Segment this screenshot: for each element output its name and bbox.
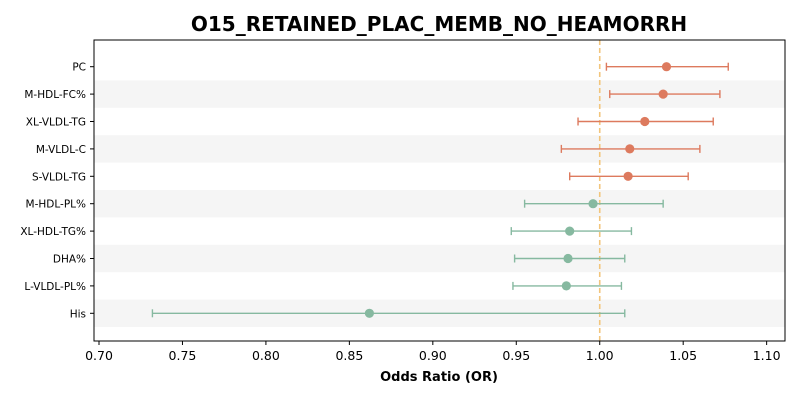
y-tick-label: His xyxy=(70,308,86,320)
y-tick-label: PC xyxy=(72,62,86,74)
point-estimate xyxy=(625,144,635,154)
row-band xyxy=(94,244,785,273)
point-estimate xyxy=(623,171,633,181)
x-tick-label: 0.70 xyxy=(85,348,113,363)
point-estimate xyxy=(658,89,668,99)
chart-title: O15_RETAINED_PLAC_MEMB_NO_HEAMORRH xyxy=(191,12,687,36)
point-estimate xyxy=(640,116,650,127)
plot-frame xyxy=(93,39,786,342)
x-tick-label: 1.05 xyxy=(669,348,697,363)
x-tick-label: 0.80 xyxy=(252,348,280,363)
y-tick-label: XL-VLDL-TG xyxy=(26,117,86,129)
x-axis-label: Odds Ratio (OR) xyxy=(380,370,498,385)
y-tick-label: XL-HDL-TG% xyxy=(20,226,86,238)
point-estimate xyxy=(661,62,672,72)
row-bands xyxy=(94,80,785,327)
point-estimate xyxy=(364,308,374,318)
y-axis: PC M-HDL-FC% XL-VLDL-TG M-VLDL-C S-VLDL-TG M-… xyxy=(20,62,94,320)
y-tick-label: S-VLDL-TG xyxy=(32,171,86,183)
y-tick-label: M-VLDL-C xyxy=(36,144,86,156)
point-estimate xyxy=(565,226,575,236)
row-band xyxy=(94,190,785,218)
point-estimate xyxy=(563,253,573,264)
x-tick-label: 0.75 xyxy=(169,348,197,363)
y-tick-label: DHA% xyxy=(53,254,86,266)
x-tick-label: 1.10 xyxy=(753,348,781,363)
x-tick-label: 1.00 xyxy=(586,348,614,363)
y-tick-label: M-HDL-FC% xyxy=(24,89,86,101)
y-tick-label: M-HDL-PL% xyxy=(26,199,86,211)
data-marks xyxy=(151,62,729,318)
x-tick-label: 0.85 xyxy=(335,348,363,363)
x-tick-label: 0.95 xyxy=(502,348,530,363)
point-estimate xyxy=(561,281,571,291)
y-tick-label: L-VLDL-PL% xyxy=(24,281,86,293)
point-estimate xyxy=(588,199,598,209)
x-tick-label: 0.90 xyxy=(419,348,447,363)
x-axis: 0.70 0.75 0.80 0.85 0.90 0.95 1.00 1.05 1.10 xyxy=(85,341,781,363)
